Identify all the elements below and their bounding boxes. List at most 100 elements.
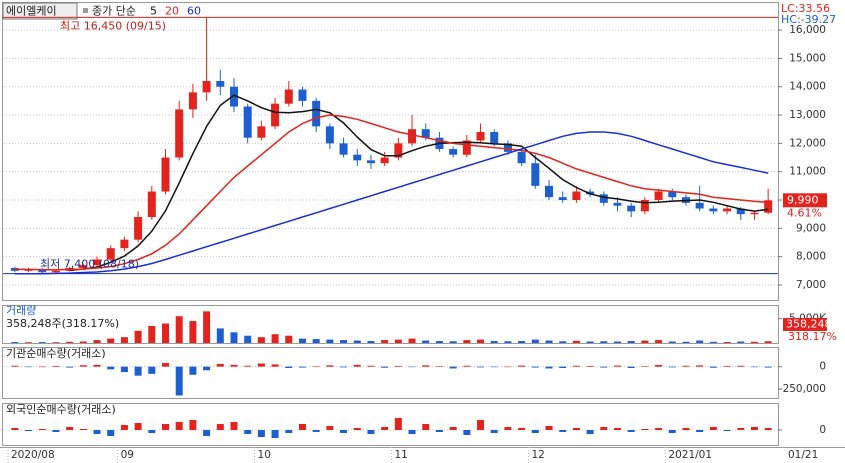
bar	[723, 430, 731, 431]
hc-label: HC:-39.27	[781, 13, 836, 26]
candle-body	[366, 160, 375, 164]
candle-body	[421, 129, 430, 138]
bar	[463, 365, 471, 367]
bar	[572, 428, 580, 430]
bar	[477, 366, 485, 368]
bar	[559, 341, 567, 343]
bar	[696, 365, 704, 367]
bar	[723, 365, 731, 367]
y-tick-label: 8,000	[796, 251, 826, 263]
candle-body	[668, 191, 677, 198]
bar	[422, 365, 430, 367]
bar	[312, 339, 320, 343]
volume-panel	[2, 305, 779, 344]
bar	[93, 430, 101, 434]
y-tick-label: 0	[819, 424, 826, 436]
bar	[655, 340, 663, 343]
candle-body	[558, 197, 567, 201]
bar	[737, 365, 745, 367]
last-volume-pct: 318.17%	[788, 330, 837, 343]
legend-prefix: 종가 단순	[92, 5, 136, 18]
bar	[559, 366, 567, 369]
bar	[298, 338, 306, 343]
y-tick-label: 7,000	[796, 279, 826, 291]
candle-body	[312, 100, 321, 127]
candle-body	[216, 81, 225, 87]
bar	[723, 342, 731, 343]
candle-body	[147, 191, 156, 218]
x-tick-label: 09	[121, 449, 134, 461]
bar	[449, 366, 457, 369]
bar	[477, 339, 485, 343]
bar	[353, 428, 361, 430]
bar	[613, 365, 621, 367]
candle-body	[229, 86, 238, 107]
bar	[107, 430, 115, 436]
candle-body	[613, 202, 622, 206]
candle-body	[572, 191, 581, 201]
bar	[613, 341, 621, 343]
bar	[134, 366, 142, 376]
bar	[38, 366, 46, 368]
bar	[298, 424, 306, 430]
candle-body	[79, 265, 88, 268]
bar	[326, 365, 334, 367]
volume-title: 거래량	[6, 304, 36, 317]
candle-body	[695, 202, 704, 209]
candle-body	[161, 157, 170, 192]
bar	[449, 427, 457, 430]
candle-body	[723, 208, 732, 212]
candle-body	[38, 269, 47, 273]
high-label: 최고 16,450 (09/15)	[60, 19, 166, 32]
x-tick-label: 12	[531, 449, 544, 461]
bar	[257, 363, 265, 367]
bar	[326, 426, 334, 430]
bar	[545, 426, 553, 430]
bar	[162, 323, 170, 343]
bar	[586, 430, 594, 434]
bar	[230, 332, 238, 343]
bar	[52, 365, 60, 367]
candle-body	[408, 129, 417, 144]
candle-body	[202, 81, 211, 93]
candle-body	[750, 212, 759, 215]
bar	[449, 341, 457, 343]
bar	[66, 427, 74, 430]
bar	[148, 366, 156, 374]
candle-body	[175, 109, 184, 158]
candle-body	[298, 89, 307, 101]
bar	[490, 341, 498, 343]
candle-body	[764, 200, 773, 213]
candle-body	[339, 143, 348, 155]
bar	[66, 341, 74, 343]
bar	[312, 366, 320, 367]
candle-body	[503, 143, 512, 152]
y-tick-label: 16,000	[789, 24, 826, 36]
bar	[655, 428, 663, 430]
candle-body	[640, 200, 649, 212]
candle-body	[394, 143, 403, 158]
bar	[463, 340, 471, 343]
bar	[25, 366, 33, 368]
bar	[545, 366, 553, 369]
bar	[353, 364, 361, 367]
bar	[627, 430, 635, 432]
bar	[572, 365, 580, 367]
y-tick-label: 9,000	[796, 222, 826, 234]
bar	[504, 427, 512, 430]
candle-body	[353, 154, 362, 161]
candle-body	[257, 126, 266, 138]
legend-entry: 60	[187, 5, 201, 18]
bar	[586, 341, 594, 343]
bar	[422, 424, 430, 430]
y-tick-label: 0	[819, 361, 826, 373]
candle-body	[586, 191, 595, 195]
bar	[216, 328, 224, 343]
bar	[353, 340, 361, 343]
bar	[545, 340, 553, 343]
bar	[340, 366, 348, 368]
candle-body	[51, 270, 60, 273]
x-tick-label: 2021/01	[668, 449, 712, 461]
bar	[93, 364, 101, 367]
